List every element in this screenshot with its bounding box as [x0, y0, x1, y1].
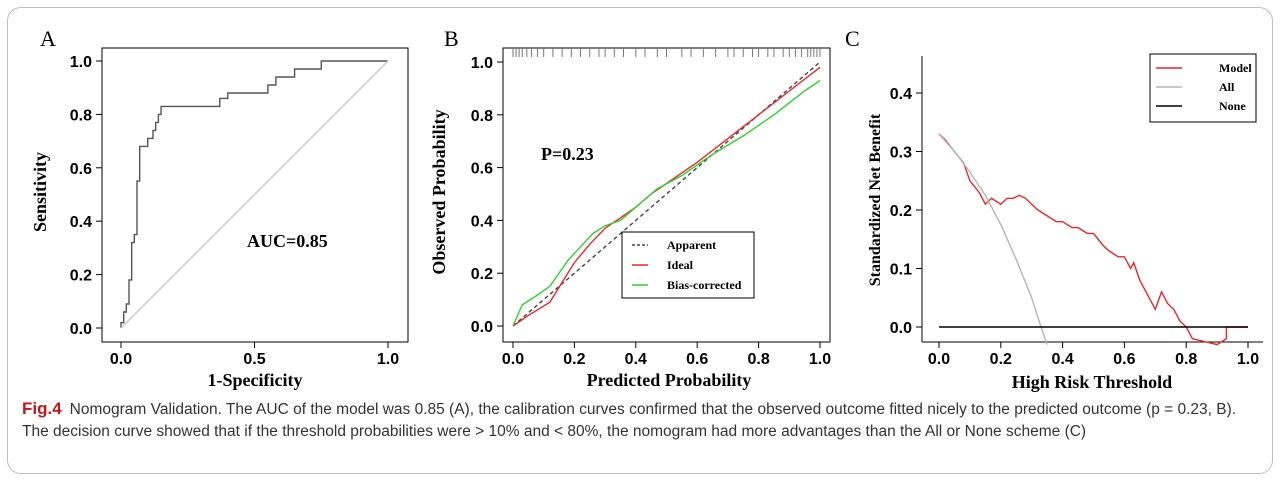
calibration-bias-corrected-line — [512, 79, 821, 327]
calibration-x-label: Predicted Probability — [587, 370, 752, 390]
dca-y-tick-label: 0.2 — [890, 203, 912, 220]
legend-apparent-label: Apparent — [667, 238, 716, 252]
figure-number: Fig.4 — [22, 399, 62, 418]
calibration-y-tick-label: 0.6 — [471, 161, 493, 178]
calibration-y-tick-label: 1.0 — [471, 55, 493, 72]
dca-legend: Model All None — [1149, 53, 1257, 123]
roc-y-tick-label: 0.0 — [70, 321, 92, 338]
dca-y-tick-label: 0.3 — [890, 145, 912, 162]
roc-panel: 0.0 0.5 1.0 0.0 0.2 0.4 0.6 0.8 1.0 — [70, 47, 409, 368]
calibration-y-label: Observed Probability — [429, 109, 449, 274]
roc-plot-frame — [101, 47, 409, 343]
calibration-y-tick-label: 0.0 — [471, 319, 493, 336]
dca-y-tick-label: 0.0 — [890, 320, 912, 337]
figure-svg: A B C 0.0 0.5 1.0 0.0 0.2 0.4 0.6 0.8 1.0 AUC=0.… — [30, 26, 1263, 392]
calibration-x-tick-label: 1.0 — [809, 351, 831, 368]
panel-label-c: C — [845, 26, 860, 51]
calibration-x-tick-label: 0.2 — [563, 351, 585, 368]
dca-x-tick-label: 0.0 — [928, 351, 950, 368]
roc-y-label: Sensitivity — [30, 152, 50, 232]
dca-x-tick-label: 1.0 — [1237, 351, 1259, 368]
calibration-legend: Apparent Ideal Bias-corrected — [621, 231, 755, 299]
legend-bias-label: Bias-corrected — [667, 278, 742, 292]
dca-all-line — [938, 133, 1048, 345]
figure-caption: Fig.4 Nomogram Validation. The AUC of the… — [22, 398, 1262, 443]
roc-y-tick-label: 0.6 — [70, 161, 92, 178]
roc-series-1-line — [120, 60, 389, 329]
legend-model-label: Model — [1219, 61, 1252, 75]
roc-x-tick-label: 1.0 — [377, 351, 399, 368]
dca-x-tick-label: 0.6 — [1113, 351, 1135, 368]
roc-x-tick-label: 0.0 — [110, 351, 132, 368]
dca-x-tick-label: 0.4 — [1051, 351, 1073, 368]
decision-curve-panel: 0.0 0.2 0.4 0.6 0.8 1.0 0.0 0.1 0.2 0.3 0.4 — [890, 56, 1263, 368]
caption-text: Nomogram Validation. The AUC of the mode… — [22, 401, 1237, 440]
roc-x-tick-label: 0.5 — [243, 351, 265, 368]
roc-series-0-line — [120, 60, 388, 328]
dca-x-tick-label: 0.8 — [1175, 351, 1197, 368]
roc-y-tick-label: 0.4 — [70, 214, 92, 231]
calibration-y-tick-label: 0.8 — [471, 108, 493, 125]
calibration-x-tick-label: 0.8 — [747, 351, 769, 368]
dca-y-tick-label: 0.1 — [890, 262, 912, 279]
roc-y-tick-label: 0.8 — [70, 107, 92, 124]
calibration-x-tick-label: 0.4 — [625, 351, 647, 368]
dca-y-tick-label: 0.4 — [890, 86, 912, 103]
roc-x-label: 1-Specificity — [208, 370, 303, 390]
legend-all-label: All — [1219, 80, 1235, 94]
dca-y-label: Standardized Net Benefit — [867, 113, 884, 286]
roc-y-tick-label: 0.2 — [70, 268, 92, 285]
roc-y-tick-label: 1.0 — [70, 54, 92, 71]
legend-ideal-label: Ideal — [667, 258, 694, 272]
auc-annotation: AUC=0.85 — [247, 231, 328, 251]
legend-none-label: None — [1219, 99, 1246, 113]
panel-label-b: B — [444, 26, 459, 51]
calibration-y-tick-label: 0.2 — [471, 266, 493, 283]
calibration-x-tick-label: 0.6 — [686, 351, 708, 368]
calibration-x-tick-label: 0.0 — [502, 351, 524, 368]
calibration-y-tick-label: 0.4 — [471, 213, 493, 230]
panel-label-a: A — [40, 26, 56, 51]
dca-x-label: High Risk Threshold — [1012, 372, 1172, 392]
calibration-panel: 0.0 0.2 0.4 0.6 0.8 1.0 0.0 0.2 0.4 0.6 0.8 1.0 — [471, 47, 831, 368]
dca-x-tick-label: 0.2 — [990, 351, 1012, 368]
dca-model-line — [938, 133, 1248, 346]
p-value-annotation: P=0.23 — [541, 144, 594, 164]
